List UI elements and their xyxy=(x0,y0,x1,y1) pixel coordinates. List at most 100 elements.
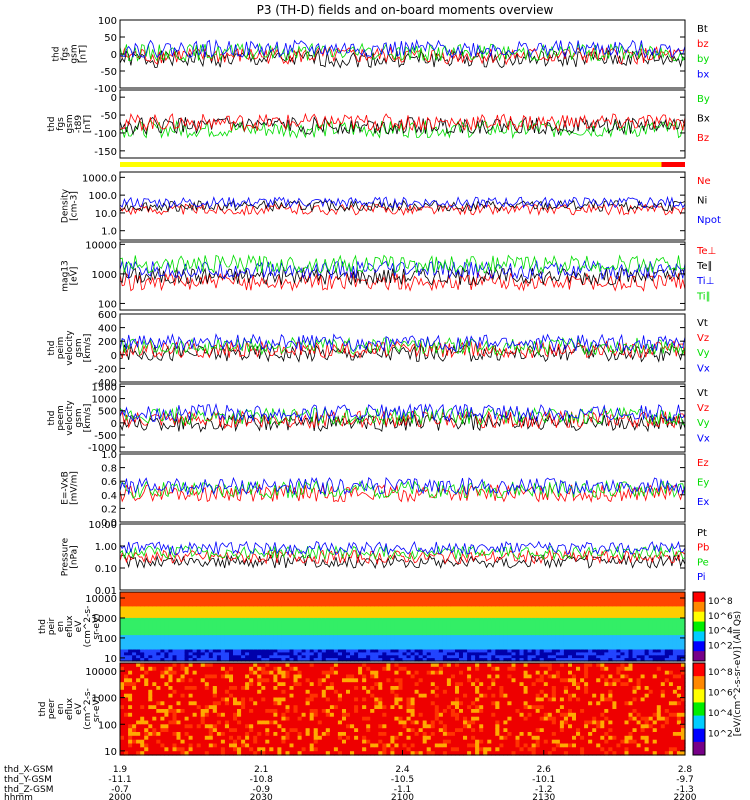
heat-cell xyxy=(140,739,145,745)
heat-cell xyxy=(140,643,145,648)
heat-cell xyxy=(297,712,303,718)
heat-cell xyxy=(467,643,472,648)
heat-cell xyxy=(128,597,133,602)
heat-cell xyxy=(596,658,601,662)
heat-cell xyxy=(208,594,214,599)
heat-cell xyxy=(249,609,254,613)
heat-cell xyxy=(620,638,625,642)
heat-cell xyxy=(257,689,262,695)
heat-cell xyxy=(301,724,307,729)
heat-cell xyxy=(422,632,428,636)
heat-cell xyxy=(220,693,226,699)
heat-cell xyxy=(584,652,589,656)
heat-cell xyxy=(168,606,173,610)
heat-cell xyxy=(301,712,307,718)
heat-cell xyxy=(285,728,291,733)
heat-cell xyxy=(535,640,541,645)
heat-cell xyxy=(475,603,480,607)
heat-cell xyxy=(220,643,226,648)
heat-cell xyxy=(196,682,202,687)
heat-cell xyxy=(333,629,339,633)
heat-cell xyxy=(132,705,137,710)
heat-cell xyxy=(208,629,214,633)
heat-cell xyxy=(636,592,642,596)
heat-cell xyxy=(212,670,218,676)
heat-cell xyxy=(253,649,258,653)
heat-cell xyxy=(253,732,258,737)
heat-cell xyxy=(160,735,165,741)
heat-cell xyxy=(374,600,379,605)
heat-cell xyxy=(257,751,262,756)
heat-cell xyxy=(681,623,686,628)
heat-cell xyxy=(212,747,218,752)
heat-cell xyxy=(277,635,282,639)
heat-cell xyxy=(632,615,638,619)
heat-cell xyxy=(156,658,161,662)
heat-cell xyxy=(394,603,399,607)
heat-cell xyxy=(152,747,157,752)
heat-cell xyxy=(321,594,327,599)
heat-cell xyxy=(342,626,347,630)
heat-cell xyxy=(422,649,428,653)
heat-cell xyxy=(317,716,323,722)
heat-cell xyxy=(519,655,525,659)
heat-cell xyxy=(301,705,307,710)
heat-cell xyxy=(148,597,153,602)
heat-cell xyxy=(249,603,254,607)
heat-cell xyxy=(297,649,303,653)
heat-cell xyxy=(664,592,670,596)
heat-cell xyxy=(471,603,476,607)
heat-cell xyxy=(539,592,545,596)
heat-cell xyxy=(313,649,319,653)
heat-cell xyxy=(612,632,617,636)
heat-cell xyxy=(325,686,331,691)
heat-cell xyxy=(459,617,464,622)
heat-cell xyxy=(196,716,202,722)
heat-cell xyxy=(261,720,266,725)
heat-cell xyxy=(241,705,246,710)
heat-cell xyxy=(531,603,537,607)
heat-cell xyxy=(555,655,561,659)
heat-cell xyxy=(245,600,250,605)
heat-cell xyxy=(204,623,210,628)
heat-cell xyxy=(289,652,295,656)
heat-cell xyxy=(132,686,137,691)
heat-cell xyxy=(176,705,182,710)
heat-cell xyxy=(176,666,182,672)
heat-cell xyxy=(358,617,363,622)
heat-cell xyxy=(539,646,545,651)
heat-cell xyxy=(184,682,190,687)
heat-cell xyxy=(418,643,424,648)
heat-cell xyxy=(140,747,145,752)
heat-cell xyxy=(180,592,186,596)
heat-cell xyxy=(398,632,404,636)
heat-cell xyxy=(628,620,634,625)
heat-cell xyxy=(386,658,391,662)
heat-cell xyxy=(382,623,387,628)
heat-cell xyxy=(152,655,157,659)
heat-cell xyxy=(301,638,307,642)
heat-cell xyxy=(156,612,161,616)
heat-cell xyxy=(382,600,387,605)
heat-cell xyxy=(362,600,367,605)
heat-cell xyxy=(249,663,254,668)
heat-cell xyxy=(656,592,662,596)
heat-cell xyxy=(402,620,408,625)
heat-cell xyxy=(455,600,460,605)
heat-cell xyxy=(329,615,335,619)
heat-cell xyxy=(309,751,315,756)
heat-cell xyxy=(224,592,230,596)
heat-cell xyxy=(237,701,242,706)
series-line-Bt xyxy=(119,49,686,69)
heat-cell xyxy=(301,635,307,639)
heat-cell xyxy=(479,612,484,616)
heat-cell xyxy=(188,678,194,683)
heat-cell xyxy=(317,606,323,610)
heat-cell xyxy=(269,597,274,602)
heat-cell xyxy=(572,652,577,656)
heat-cell xyxy=(293,728,299,733)
heat-cell xyxy=(636,655,642,659)
heat-cell xyxy=(144,623,149,628)
heat-cell xyxy=(224,693,230,699)
heat-cell xyxy=(277,686,282,691)
